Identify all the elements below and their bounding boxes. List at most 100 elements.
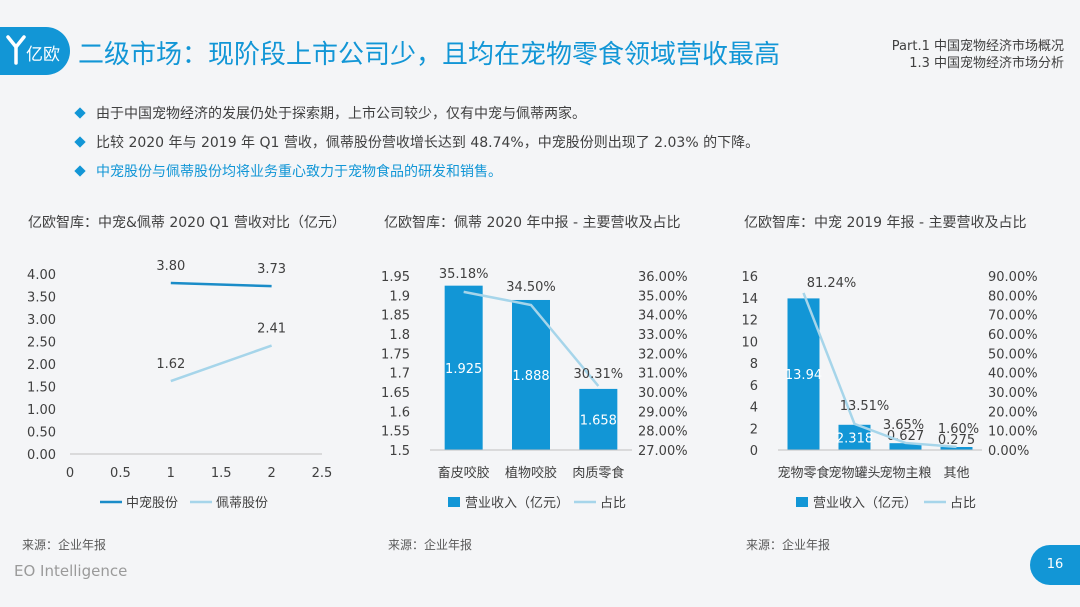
share-line bbox=[802, 292, 957, 449]
y2-tick-label: 29.00% bbox=[638, 405, 688, 420]
share-line bbox=[463, 290, 600, 387]
chart-title: 亿欧智库：中宠&佩蒂 2020 Q1 营收对比（亿元） bbox=[28, 215, 346, 231]
y-tick-label: 1.85 bbox=[381, 309, 410, 324]
logo: 亿欧 bbox=[0, 27, 70, 75]
x-tick-label: 0 bbox=[66, 466, 74, 481]
y2-tick-label: 33.00% bbox=[638, 328, 688, 343]
logo-mark-icon bbox=[6, 35, 26, 65]
y2-tick-label: 28.00% bbox=[638, 425, 688, 440]
y2-tick-label: 50.00% bbox=[988, 347, 1038, 362]
y2-tick-label: 27.00% bbox=[638, 444, 688, 459]
x-tick-label: 畜皮咬胶 bbox=[438, 465, 490, 481]
y-tick-label: 3.00 bbox=[27, 313, 56, 328]
bar bbox=[512, 299, 550, 450]
bullet-text: 由于中国宠物经济的发展仍处于探索期，上市公司较少，仅有中宠与佩蒂两家。 bbox=[96, 106, 586, 122]
bullet-text: 中宠股份与佩蒂股份均将业务重心致力于宠物食品的研发和销售。 bbox=[96, 164, 502, 180]
chart-title: 亿欧智库：佩蒂 2020 年中报 - 主要营收及占比 bbox=[384, 215, 681, 231]
y2-tick-label: 90.00% bbox=[988, 270, 1038, 285]
share-value-label: 35.18% bbox=[439, 267, 489, 282]
series-line bbox=[170, 281, 272, 288]
y-tick-label: 4 bbox=[750, 401, 758, 416]
bullet-item: 中宠股份与佩蒂股份均将业务重心致力于宠物食品的研发和销售。 bbox=[74, 160, 759, 189]
y-tick-label: 4.00 bbox=[27, 268, 56, 283]
bar bbox=[940, 447, 973, 450]
y2-tick-label: 30.00% bbox=[638, 386, 688, 401]
bar-value-label: 1.658 bbox=[580, 413, 617, 428]
y2-tick-label: 0.00% bbox=[988, 444, 1029, 459]
share-value-label: 34.50% bbox=[506, 280, 556, 295]
legend-label: 佩蒂股份 bbox=[216, 496, 268, 511]
legend-label: 占比 bbox=[950, 496, 976, 511]
bar-value-label: 2.318 bbox=[836, 431, 873, 446]
x-tick-label: 1 bbox=[167, 466, 175, 481]
y-tick-label: 0.00 bbox=[27, 448, 56, 463]
share-value-label: 81.24% bbox=[807, 276, 857, 291]
share-value-label: 30.31% bbox=[574, 367, 624, 382]
bar bbox=[579, 388, 618, 450]
footer-brand: EO Intelligence bbox=[14, 562, 128, 580]
bullet-text: 比较 2020 年与 2019 年 Q1 营收，佩蒂股份营收增长达到 48.74… bbox=[96, 135, 760, 151]
bar bbox=[444, 285, 483, 450]
y-tick-label: 3.50 bbox=[27, 291, 56, 306]
y2-tick-label: 32.00% bbox=[638, 347, 688, 362]
page-number: 16 bbox=[1030, 545, 1080, 585]
y-tick-label: 1.6 bbox=[389, 405, 410, 420]
breadcrumb: Part.1 中国宠物经济市场概况 1.3 中国宠物经济市场分析 bbox=[892, 38, 1064, 72]
series-line bbox=[170, 344, 273, 383]
x-tick-label: 宠物零食 bbox=[777, 465, 829, 481]
combo-chart: 1.5 1.55 1.6 1.65 1.7 1.75 1.8 1.85 1.9 1.95 27.00… bbox=[381, 267, 688, 511]
legend-label: 占比 bbox=[600, 496, 626, 511]
y2-tick-label: 60.00% bbox=[988, 328, 1038, 343]
source-note: 来源：企业年报 bbox=[22, 538, 107, 552]
y2-tick-label: 35.00% bbox=[638, 289, 688, 304]
y-tick-label: 0 bbox=[750, 444, 758, 459]
breadcrumb-part: Part.1 中国宠物经济市场概况 bbox=[891, 39, 1064, 54]
breadcrumb-section: 1.3 中国宠物经济市场分析 bbox=[909, 56, 1064, 71]
line-chart: 0.00 0.50 1.00 1.50 2.00 2.50 3.00 3.50 4.00 0 0.5… bbox=[27, 259, 332, 511]
diamond-icon bbox=[74, 136, 86, 148]
combo-chart: 0 2 4 6 8 10 12 14 16 0.00% 10.00% 20.00% 30.00% 40.0… bbox=[741, 270, 1038, 511]
diamond-icon bbox=[74, 107, 86, 119]
y-tick-label: 14 bbox=[741, 292, 758, 307]
x-tick-label: 1.5 bbox=[211, 466, 232, 481]
y-tick-label: 1.55 bbox=[381, 425, 410, 440]
share-value-label: 1.60% bbox=[938, 422, 979, 437]
bar-value-label: 0.275 bbox=[938, 433, 975, 448]
y-tick-label: 1.95 bbox=[381, 270, 410, 285]
data-label: 2.41 bbox=[257, 322, 286, 337]
y-tick-label: 8 bbox=[750, 357, 758, 372]
y-tick-label: 2.50 bbox=[27, 336, 56, 351]
share-value-label: 3.65% bbox=[883, 418, 924, 433]
data-label: 3.80 bbox=[156, 259, 185, 274]
legend-label: 中宠股份 bbox=[126, 495, 178, 511]
y-tick-label: 16 bbox=[741, 270, 758, 285]
y-tick-label: 1.5 bbox=[389, 444, 410, 459]
y-tick-label: 1.9 bbox=[389, 289, 410, 304]
x-tick-label: 肉质零食 bbox=[572, 465, 624, 481]
bar-value-label: 1.888 bbox=[512, 369, 549, 384]
source-note: 来源：企业年报 bbox=[746, 538, 831, 552]
diamond-icon bbox=[74, 165, 86, 177]
x-tick-label: 其他 bbox=[943, 466, 969, 481]
bullet-list: 由于中国宠物经济的发展仍处于探索期，上市公司较少，仅有中宠与佩蒂两家。 比较 2… bbox=[74, 102, 760, 189]
y-tick-label: 1.7 bbox=[389, 367, 410, 382]
y2-tick-label: 10.00% bbox=[988, 425, 1038, 440]
y-tick-label: 6 bbox=[750, 379, 758, 394]
y2-tick-label: 20.00% bbox=[988, 405, 1038, 420]
legend-swatch bbox=[448, 497, 460, 507]
legend-label: 营业收入（亿元） bbox=[813, 496, 917, 511]
logo-text: 亿欧 bbox=[26, 45, 60, 65]
y2-tick-label: 70.00% bbox=[988, 309, 1038, 324]
legend-swatch bbox=[796, 497, 808, 507]
x-tick-label: 宠物主粮 bbox=[879, 465, 931, 481]
data-label: 3.73 bbox=[257, 262, 286, 277]
bar bbox=[889, 443, 922, 450]
x-tick-label: 2 bbox=[267, 466, 275, 481]
y2-tick-label: 30.00% bbox=[988, 386, 1038, 401]
legend-label: 营业收入（亿元） bbox=[465, 496, 569, 511]
x-tick-label: 0.5 bbox=[110, 466, 131, 481]
y-tick-label: 2 bbox=[750, 422, 758, 437]
y-tick-label: 1.8 bbox=[389, 328, 410, 343]
share-value-label: 13.51% bbox=[840, 399, 890, 414]
y-tick-label: 1.65 bbox=[381, 386, 410, 401]
